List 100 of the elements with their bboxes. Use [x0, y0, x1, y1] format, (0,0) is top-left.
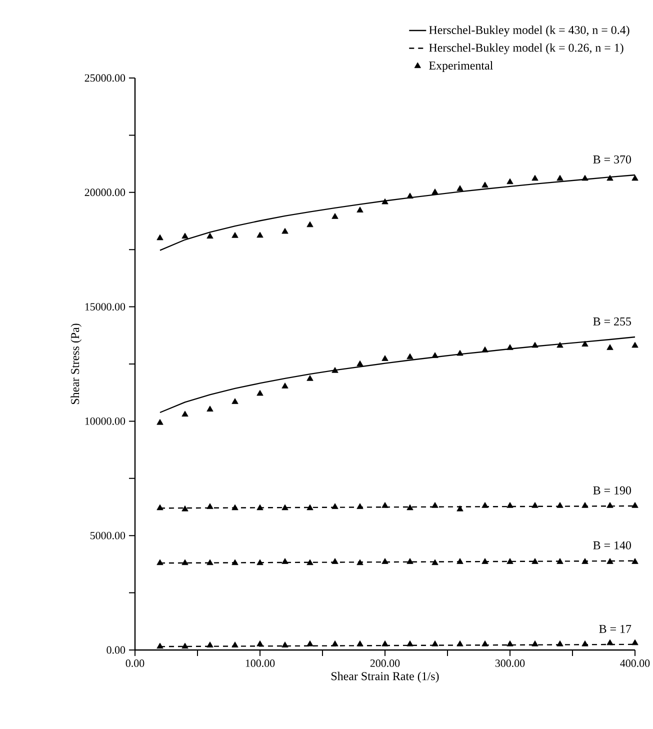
point: [306, 375, 314, 381]
point: [231, 559, 238, 566]
point: [531, 640, 538, 646]
point: [306, 504, 314, 510]
legend-label: Herschel-Bukley model (k = 430, n = 0.4): [428, 26, 630, 36]
point: [381, 198, 388, 204]
point: [356, 559, 364, 566]
annotation: B = 140: [593, 541, 631, 550]
point: [431, 559, 438, 566]
point: [281, 558, 288, 564]
point: [281, 382, 288, 388]
point: [331, 558, 338, 564]
point: [331, 640, 338, 646]
point: [256, 504, 264, 510]
point: [306, 640, 314, 646]
point: [381, 558, 388, 564]
point: [556, 640, 564, 646]
y-tick-label: 15000.00: [85, 303, 125, 311]
x-tick-label: 400.00: [620, 660, 650, 667]
point: [581, 502, 588, 508]
point: [631, 502, 638, 508]
point: [231, 642, 238, 648]
x-axis-title: Shear Strain Rate (1/s): [331, 672, 439, 683]
point: [156, 559, 164, 566]
x-tick-label: 300.00: [495, 660, 524, 667]
point: [556, 174, 564, 181]
point: [156, 504, 164, 510]
point: [581, 340, 588, 347]
point: [406, 504, 414, 510]
point: [381, 640, 388, 646]
point: [431, 502, 438, 508]
point: [456, 185, 464, 191]
point: [406, 192, 414, 199]
point: [556, 558, 564, 564]
annotation: B = 370: [593, 155, 631, 164]
point: [306, 559, 314, 566]
y-tick-label: 25000.00: [84, 74, 125, 82]
point: [631, 639, 638, 646]
point: [181, 410, 188, 417]
point: [631, 174, 638, 181]
point: [406, 640, 414, 646]
point: [481, 182, 488, 188]
point: [456, 350, 464, 356]
point: [256, 390, 264, 396]
point: [331, 213, 338, 219]
y-tick-label: 0.00: [106, 646, 125, 654]
point: [581, 558, 588, 564]
point: [206, 559, 214, 566]
point: [231, 504, 238, 510]
point: [456, 505, 464, 512]
point: [256, 559, 264, 566]
point: [506, 640, 514, 646]
point: [231, 232, 238, 238]
point: [281, 504, 288, 510]
point: [256, 232, 264, 238]
point: [606, 639, 614, 646]
point: [456, 558, 464, 564]
point: [356, 640, 364, 646]
point: [156, 642, 164, 649]
point: [431, 640, 438, 646]
point: [206, 406, 214, 412]
point: [156, 419, 164, 425]
x-tick-label: 200.00: [370, 660, 400, 667]
point: [406, 353, 414, 360]
point: [556, 342, 564, 348]
point: [256, 640, 264, 646]
y-tick-label: 5000.00: [90, 532, 125, 540]
point: [531, 502, 538, 508]
point: [206, 503, 214, 509]
point: [281, 642, 288, 648]
annotation: B = 17: [598, 624, 631, 633]
point: [481, 502, 488, 508]
point: [456, 640, 464, 646]
point: [606, 344, 614, 350]
point: [531, 174, 538, 181]
x-tick-label: 100.00: [246, 660, 274, 667]
point: [481, 640, 488, 646]
point: [381, 355, 388, 361]
point: [381, 502, 388, 508]
point: [331, 367, 338, 373]
point: [531, 558, 538, 564]
point: [531, 342, 538, 348]
point: [206, 642, 214, 648]
point: [606, 174, 614, 181]
y-tick-label: 10000.00: [85, 417, 125, 425]
point: [431, 352, 438, 358]
point: [606, 502, 614, 508]
point: [356, 360, 364, 366]
point: [181, 505, 188, 512]
point: [206, 232, 214, 239]
point: [181, 232, 188, 239]
point: [406, 558, 414, 564]
point: [181, 559, 188, 566]
point: [356, 206, 364, 212]
point: [356, 503, 364, 509]
annotation: B = 255: [593, 317, 631, 326]
point: [506, 502, 514, 508]
point: [506, 558, 514, 564]
point: [181, 642, 188, 649]
point: [231, 398, 238, 404]
